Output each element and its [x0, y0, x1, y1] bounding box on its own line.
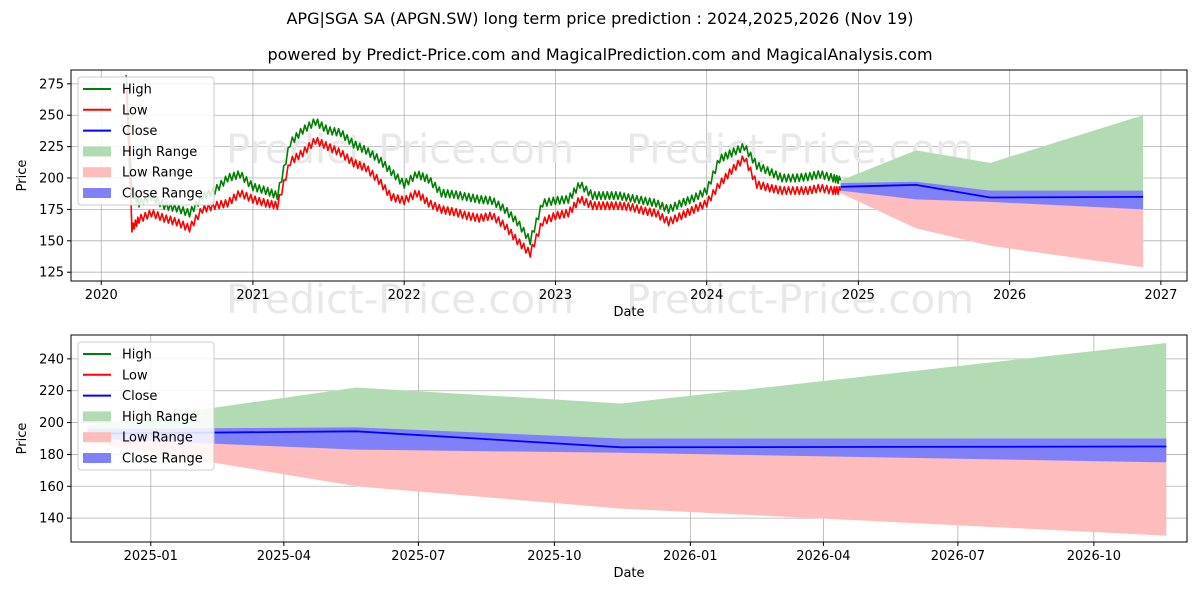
x-tick-label: 2025	[842, 288, 875, 303]
legend-label: Close Range	[122, 187, 203, 202]
close-range-band	[87, 427, 1167, 463]
y-tick-label: 125	[39, 266, 64, 281]
x-tick-label: 2026	[993, 288, 1026, 303]
legend-label: High Range	[122, 145, 197, 160]
legend-label: Low	[122, 103, 148, 118]
x-tick-label: 2025-10	[527, 549, 581, 564]
legend-swatch-patch	[83, 453, 111, 463]
plot-frame	[70, 69, 1188, 282]
y-tick-label: 150	[39, 234, 64, 249]
y-tick-label: 200	[39, 416, 64, 431]
y-tick-label: 220	[39, 384, 64, 399]
plot-2: Predict-Price.comPredict-Price.com2025-0…	[15, 334, 1188, 581]
y-tick-label: 250	[39, 109, 64, 124]
x-axis-label: Date	[613, 305, 644, 320]
watermark-text: Predict-Price.com	[626, 277, 974, 323]
low-series-line	[125, 87, 842, 258]
x-tick-label: 2027	[1144, 288, 1177, 303]
y-tick-label: 175	[39, 203, 64, 218]
legend-label: Low Range	[122, 431, 193, 446]
chart-subtitle: powered by Predict-Price.com and Magical…	[267, 45, 933, 64]
x-tick-label: 2026-10	[1067, 549, 1121, 564]
x-tick-label: 2025-04	[257, 549, 311, 564]
x-tick-label: 2023	[539, 288, 572, 303]
chart-title: APG|SGA SA (APGN.SW) long term price pre…	[286, 9, 914, 28]
close-series-line	[87, 430, 1167, 449]
legend-label: Low	[122, 368, 148, 383]
legend-label: Close Range	[122, 452, 203, 467]
legend-box	[77, 341, 215, 471]
x-tick-label: 2021	[236, 288, 269, 303]
x-tick-label: 2025-07	[391, 549, 445, 564]
y-axis-label: Price	[15, 160, 30, 192]
plot-series	[87, 343, 1167, 536]
y-tick-label: 140	[39, 512, 64, 527]
x-tick-label: 2022	[388, 288, 421, 303]
legend-swatch-patch	[83, 188, 111, 198]
legend: High Low Close High Range Low Range Close Ran…	[77, 76, 215, 206]
x-tick-label: 2026-01	[663, 549, 717, 564]
y-tick-label: 200	[39, 172, 64, 187]
legend: High Low Close High Range Low Range Close Ran…	[77, 341, 215, 471]
x-tick-label: 2024	[690, 288, 723, 303]
legend-swatch-patch	[83, 167, 111, 178]
high-range-band	[87, 343, 1167, 448]
x-tick-label: 2025-01	[124, 549, 178, 564]
plot-frame	[70, 334, 1188, 543]
legend-swatch-patch	[83, 432, 111, 443]
legend-swatch-patch	[83, 411, 111, 422]
y-tick-label: 180	[39, 448, 64, 463]
watermark-text: Predict-Price.com	[226, 277, 574, 323]
legend-label: High	[122, 348, 152, 363]
x-tick-label: 2020	[85, 288, 118, 303]
plot-series	[125, 74, 1144, 268]
y-tick-label: 160	[39, 480, 64, 495]
y-axis-label: Price	[15, 423, 30, 455]
x-tick-label: 2026-07	[931, 549, 985, 564]
y-tick-label: 225	[39, 140, 64, 155]
high-range-band	[840, 115, 1144, 198]
close-series-line	[840, 184, 1144, 199]
x-tick-label: 2026-04	[796, 549, 850, 564]
legend-label: High Range	[122, 410, 197, 425]
legend-label: Close	[122, 389, 157, 404]
high-series-line	[125, 74, 842, 246]
close-range-band	[840, 181, 1144, 210]
legend-swatch-patch	[83, 146, 111, 157]
legend-label: High	[122, 83, 152, 98]
legend-label: Close	[122, 124, 157, 139]
y-tick-label: 275	[39, 77, 64, 92]
legend-label: Low Range	[122, 166, 193, 181]
legend-box	[77, 76, 215, 206]
x-axis-label: Date	[613, 566, 644, 581]
y-tick-label: 240	[39, 352, 64, 367]
watermark-text: Predict-Price.com	[226, 127, 574, 173]
plot-1: Predict-Price.com Predict-Price.com Predic…	[15, 69, 1188, 323]
